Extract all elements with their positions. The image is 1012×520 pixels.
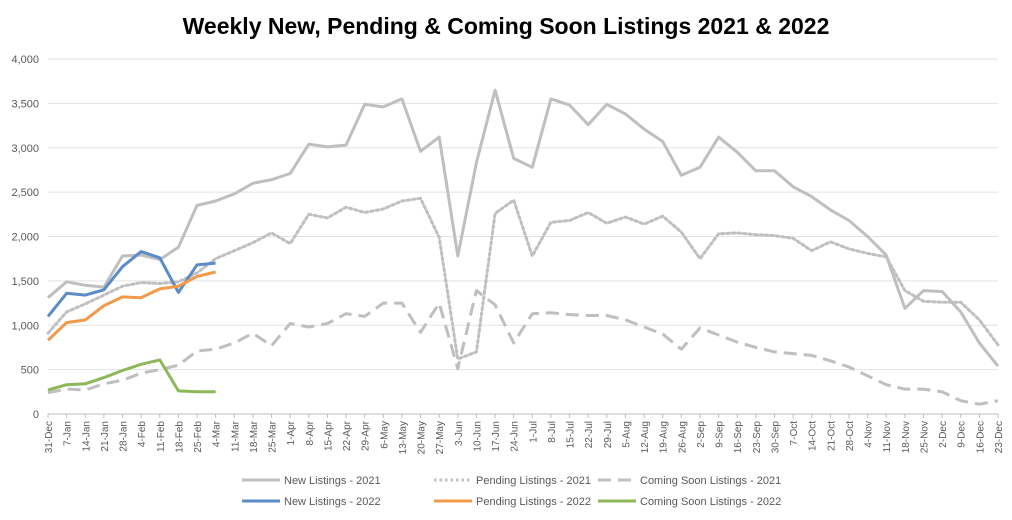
x-tick-label: 1-Jul: [528, 421, 539, 443]
y-tick-label: 4,000: [11, 54, 39, 66]
x-tick-label: 31-Dec: [44, 421, 55, 453]
x-tick-label: 18-Mar: [249, 420, 260, 452]
x-tick-label: 15-Apr: [323, 420, 334, 451]
y-tick-label: 3,000: [11, 143, 39, 155]
x-tick-label: 4-Nov: [864, 421, 875, 448]
x-tick-label: 12-Aug: [640, 421, 651, 453]
x-tick-label: 11-Mar: [230, 420, 241, 452]
x-tick-label: 21-Jan: [100, 421, 111, 452]
legend-label: Pending Listings - 2021: [476, 475, 591, 487]
y-axis-ticks: 0 500 1,000 1,500 2,000 2,500 3,000 3,500 4,000: [11, 54, 39, 421]
x-tick-label: 2-Sep: [696, 421, 707, 448]
x-tick-label: 28-Oct: [845, 421, 856, 451]
x-tick-label: 22-Jul: [584, 421, 595, 448]
x-tick-label: 3-Jun: [454, 421, 465, 446]
x-tick-label: 29-Apr: [361, 420, 372, 451]
series-line-pending-listings-2021: [46, 196, 1000, 361]
chart-title: Weekly New, Pending & Coming Soon Listin…: [183, 13, 830, 39]
x-axis-ticks: 31-Dec 7-Jan 14-Jan 21-Jan 28-Jan 4-Feb 11-Feb…: [44, 414, 1005, 454]
x-tick-label: 19-Aug: [659, 421, 670, 453]
x-tick-label: 16-Sep: [733, 421, 744, 454]
x-tick-label: 9-Dec: [957, 421, 968, 448]
x-tick-label: 7-Oct: [789, 421, 800, 446]
x-tick-label: 17-Jun: [491, 421, 502, 452]
y-tick-label: 1,500: [11, 276, 39, 288]
series-line-coming-soon-listings-2022: [47, 358, 216, 394]
x-tick-label: 7-Jan: [63, 421, 74, 446]
x-tick-label: 1-Apr: [286, 420, 297, 445]
legend-label: Coming Soon Listings - 2021: [640, 475, 781, 487]
x-tick-label: 23-Sep: [752, 421, 763, 454]
x-tick-label: 16-Dec: [975, 421, 986, 453]
legend-label: Pending Listings - 2022: [476, 496, 591, 508]
series-line-new-listings-2022: [46, 250, 216, 318]
x-tick-label: 6-May: [379, 421, 390, 449]
x-tick-label: 2-Dec: [938, 421, 949, 448]
legend-label: Coming Soon Listings - 2022: [640, 496, 781, 508]
x-tick-label: 20-May: [417, 421, 428, 454]
series-line-new-listings-2021: [47, 88, 1000, 368]
x-tick-label: 15-Jul: [566, 421, 577, 448]
y-tick-label: 1,000: [11, 320, 39, 332]
y-tick-label: 3,500: [11, 98, 39, 110]
x-tick-label: 23-Dec: [994, 421, 1005, 453]
x-tick-label: 14-Jan: [81, 421, 92, 452]
y-tick-label: 0: [33, 409, 39, 421]
x-tick-label: 24-Jun: [510, 421, 521, 452]
y-tick-label: 2,500: [11, 187, 39, 199]
series-line-coming-soon-listings-2021: [47, 289, 999, 406]
x-tick-label: 8-Jul: [547, 421, 558, 443]
x-tick-label: 14-Oct: [808, 421, 819, 451]
x-tick-label: 11-Feb: [156, 421, 167, 452]
x-tick-label: 10-Jun: [472, 421, 483, 452]
x-tick-label: 22-Apr: [342, 420, 353, 451]
x-tick-label: 11-Nov: [882, 421, 893, 453]
x-tick-label: 30-Sep: [770, 421, 781, 454]
legend-label: New Listings - 2022: [284, 496, 381, 508]
x-tick-label: 27-May: [435, 421, 446, 454]
x-tick-label: 4-Feb: [137, 421, 148, 448]
y-tick-label: 500: [21, 365, 39, 377]
legend-label: New Listings - 2021: [284, 475, 381, 487]
x-tick-label: 25-Mar: [268, 420, 279, 452]
x-tick-label: 25-Nov: [919, 421, 930, 453]
x-tick-label: 8-Apr: [305, 420, 316, 445]
x-tick-label: 26-Aug: [677, 421, 688, 453]
legend: New Listings - 2021 Pending Listings - 20…: [242, 475, 781, 508]
gridlines: [48, 58, 998, 415]
series-lines: [46, 88, 1000, 406]
x-tick-label: 21-Oct: [826, 421, 837, 451]
x-tick-label: 13-May: [398, 421, 409, 454]
y-tick-label: 2,000: [11, 232, 39, 244]
x-tick-label: 4-Mar: [212, 420, 223, 447]
x-tick-label: 5-Aug: [621, 421, 632, 448]
x-tick-label: 18-Nov: [901, 421, 912, 453]
x-tick-label: 28-Jan: [119, 421, 130, 452]
x-tick-label: 25-Feb: [193, 421, 204, 453]
series-line-pending-listings-2022: [46, 270, 216, 342]
x-tick-label: 18-Feb: [174, 421, 185, 453]
x-tick-label: 9-Sep: [715, 421, 726, 448]
x-tick-label: 29-Jul: [603, 421, 614, 448]
